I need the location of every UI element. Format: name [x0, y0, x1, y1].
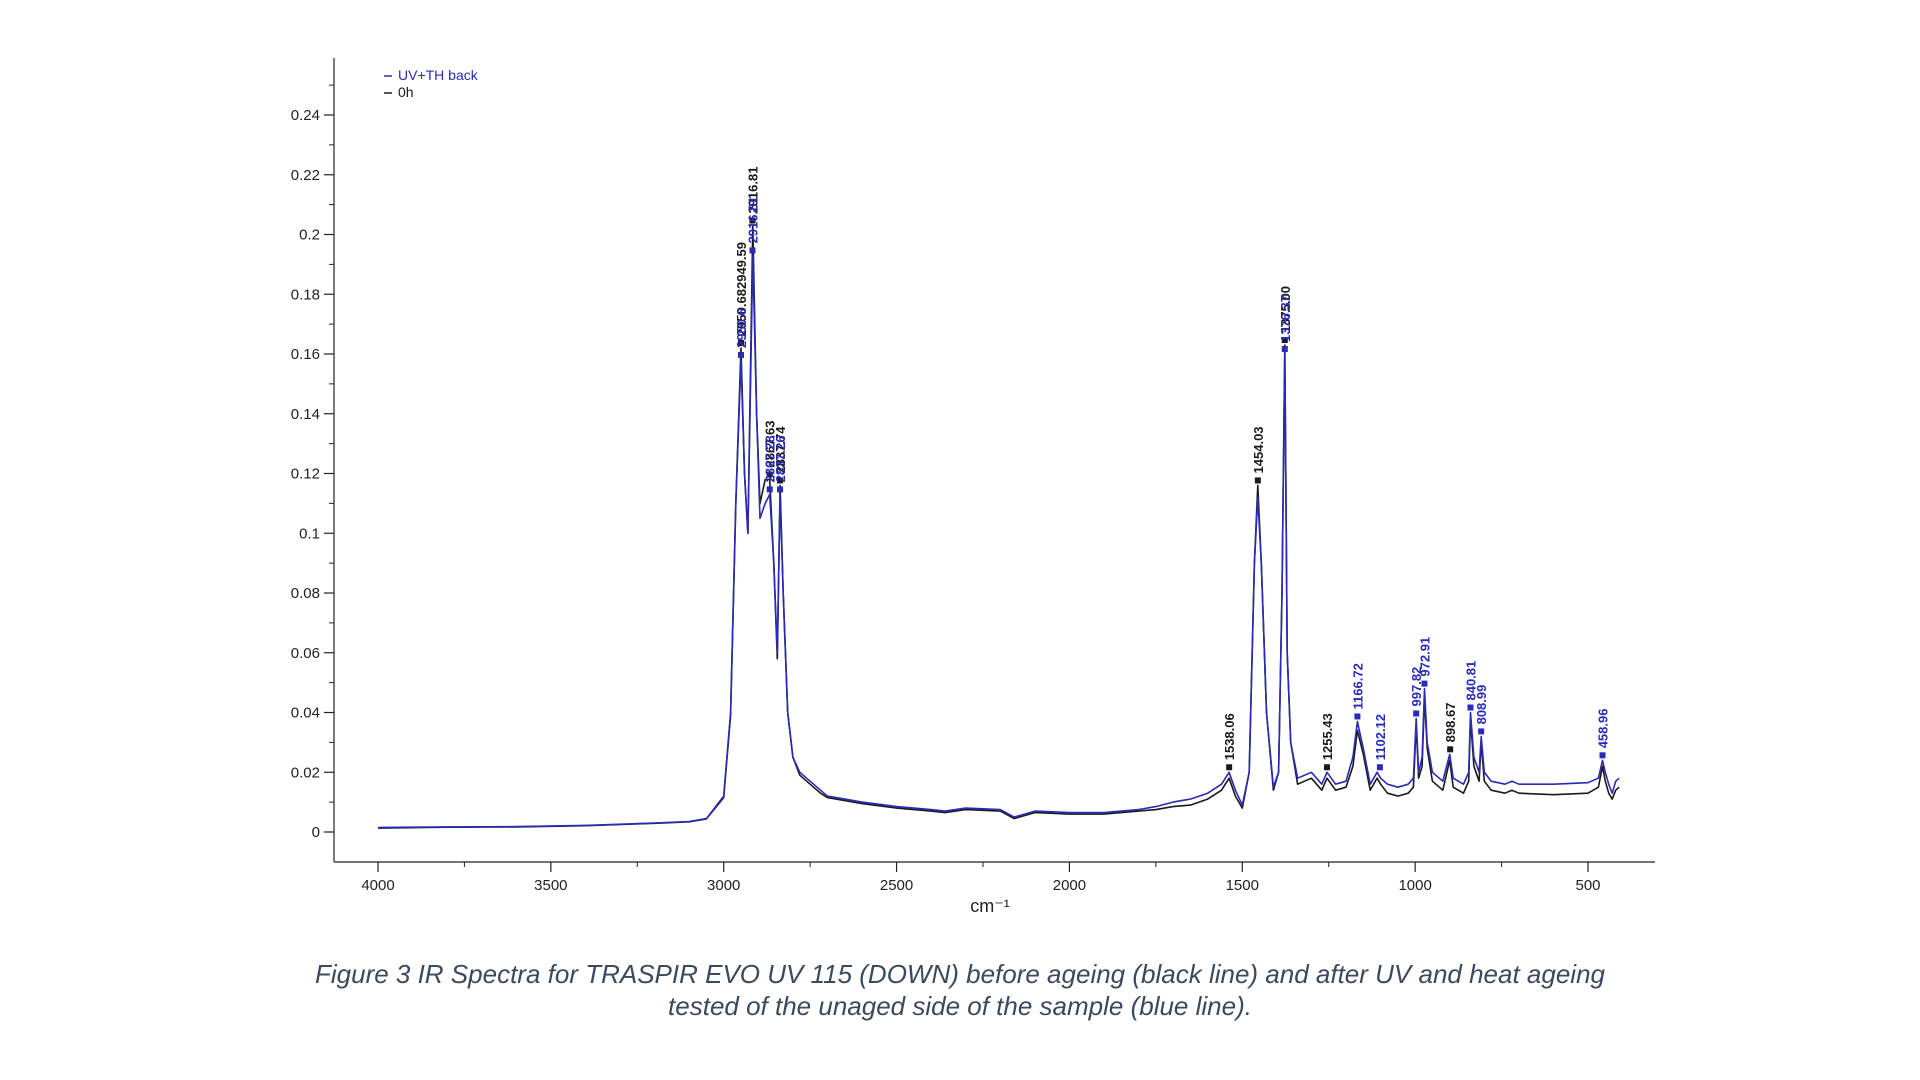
peak-label: 1166.72: [1350, 663, 1365, 709]
peak-label: 1255.43: [1320, 713, 1335, 760]
peak-marker: [1281, 346, 1288, 352]
peak-marker: [777, 486, 784, 493]
y-tick-label: 0.22: [291, 167, 320, 184]
y-tick-label: 0.06: [291, 645, 320, 662]
caption-line-2: tested of the unaged side of the sample …: [668, 991, 1252, 1021]
peak-label: 458.96: [1596, 709, 1611, 749]
peak-marker: [1421, 680, 1428, 687]
peak-label: 2837.26: [773, 435, 788, 482]
x-tick-label: 500: [1575, 877, 1600, 894]
series-layer: [377, 224, 1620, 829]
legend-entry: UV+TH back: [398, 67, 479, 83]
peak-marker: [1376, 764, 1383, 771]
y-tick-label: 0.12: [291, 466, 320, 483]
y-tick-label: 0.14: [291, 406, 320, 423]
peak-marker: [766, 471, 773, 478]
peak-marker: [1467, 704, 1474, 711]
x-axis: 4000 3500 3000 2500 2000 1500 1000 500: [334, 861, 1655, 894]
peak-label: 972.91: [1417, 637, 1432, 677]
y-tick-label: 0.02: [291, 764, 320, 781]
y-tick-label: 0.08: [291, 585, 320, 602]
x-tick-label: 2500: [880, 877, 913, 894]
peak-labels: 2916.812916.812950.682949.592950.62867.6…: [734, 167, 1611, 771]
y-tick-label: 0.2: [299, 227, 320, 244]
figure-caption: Figure 3 IR Spectra for TRASPIR EVO UV 1…: [0, 958, 1920, 1022]
y-tick-label: 0.24: [291, 107, 320, 124]
y-tick-label: 0.18: [291, 286, 320, 303]
peak-marker: [766, 486, 773, 493]
peak-label: 1376.37: [1278, 295, 1293, 342]
peak-label: 2950.682949.59: [734, 242, 749, 336]
peak-label: 2867.63: [763, 420, 778, 467]
peak-label: 1454.03: [1251, 426, 1266, 473]
peak-label: 2837.74: [773, 426, 788, 474]
peak-marker: [1413, 710, 1420, 717]
peak-marker: [1281, 337, 1288, 344]
y-tick-label: 0: [312, 824, 320, 841]
series-line-0h: [377, 224, 1620, 829]
peak-marker: [1254, 477, 1261, 484]
peak-label: 898.67: [1443, 703, 1458, 743]
y-tick-label: 0.04: [291, 705, 320, 722]
y-tick-label: 0.1: [299, 525, 320, 542]
caption-line-1: Figure 3 IR Spectra for TRASPIR EVO UV 1…: [314, 959, 1605, 989]
peak-marker: [738, 351, 744, 358]
x-axis-label: cm⁻¹: [970, 896, 1010, 916]
x-tick-label: 3500: [534, 877, 567, 894]
peak-marker: [1354, 713, 1361, 720]
peak-label: 1538.06: [1222, 713, 1237, 760]
y-tick-label: 0.16: [291, 346, 320, 363]
x-tick-label: 4000: [361, 877, 394, 894]
peak-label: 2950.6: [734, 308, 749, 348]
peak-marker: [1226, 764, 1233, 771]
peak-label: 2867.28: [763, 435, 778, 482]
peak-label: 840.81: [1463, 661, 1478, 701]
peak-marker: [1478, 728, 1485, 735]
peak-marker: [777, 477, 784, 484]
peak-label: 2916.81: [745, 196, 760, 243]
series-line-uv-th-back: [377, 254, 1620, 829]
x-tick-label: 3000: [707, 877, 740, 894]
peak-marker: [1447, 746, 1454, 753]
y-axis: 0 0.02 0.04 0.06 0.08 0.1 0.12 0.14 0.16 0.18 0.2 0…: [291, 58, 335, 862]
peak-label: 997.82: [1409, 667, 1424, 707]
peak-label: 2916.81: [745, 167, 760, 214]
peak-marker: [1599, 752, 1606, 759]
peak-marker: [749, 217, 756, 224]
peak-label: 808.99: [1474, 685, 1489, 725]
peak-marker: [749, 247, 756, 254]
x-tick-label: 1500: [1226, 877, 1259, 894]
peak-marker: [738, 340, 744, 347]
peak-label: 1102.12: [1373, 714, 1388, 760]
x-tick-label: 1000: [1398, 877, 1431, 894]
peak-marker: [1323, 764, 1330, 771]
peak-label: 1375.00: [1278, 286, 1293, 333]
x-tick-label: 2000: [1053, 877, 1086, 894]
ir-spectra-chart: 0 0.02 0.04 0.06 0.08 0.1 0.12 0.14 0.16 0.18 0.2 0…: [291, 58, 1655, 916]
legend-entry: 0h: [398, 84, 414, 100]
